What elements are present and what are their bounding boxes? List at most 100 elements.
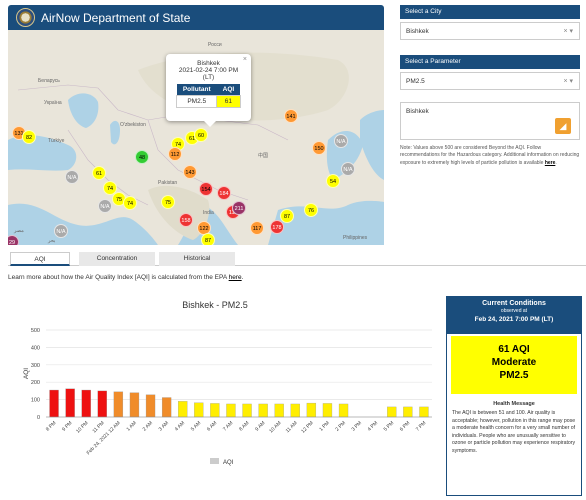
chart-bar bbox=[178, 401, 188, 418]
current-conditions-time: Feb 24, 2021 7:00 PM (LT) bbox=[474, 316, 554, 323]
y-tick-label: 200 bbox=[31, 380, 40, 386]
popup-col-aqi: AQI bbox=[216, 84, 241, 96]
x-tick-label: 12 PM bbox=[300, 420, 314, 434]
map-marker[interactable]: 74 bbox=[123, 196, 137, 210]
current-conditions-header: Current Conditions observed at Feb 24, 2… bbox=[447, 297, 581, 334]
map-marker[interactable]: 29 bbox=[8, 235, 19, 245]
chart-bar bbox=[210, 403, 220, 418]
popup-title-city: Bishkek bbox=[197, 60, 220, 67]
current-conditions-panel: Current Conditions observed at Feb 24, 2… bbox=[446, 296, 582, 496]
x-tick-label: 1 PM bbox=[318, 420, 330, 432]
map-marker[interactable]: 117 bbox=[250, 221, 264, 235]
x-tick-label: 3 AM bbox=[158, 420, 170, 432]
legend-swatch bbox=[210, 458, 219, 464]
map-marker[interactable]: 143 bbox=[183, 165, 197, 179]
map-marker[interactable]: 178 bbox=[270, 220, 284, 234]
map-marker[interactable]: 61 bbox=[92, 166, 106, 180]
map-label-pakistan: Pakistan bbox=[158, 180, 178, 186]
map-marker[interactable]: N/A bbox=[334, 134, 348, 148]
x-tick-label: 2 AM bbox=[142, 420, 154, 432]
x-tick-label: 7 PM bbox=[415, 420, 427, 432]
y-tick-label: 100 bbox=[31, 398, 40, 404]
rss-icon[interactable]: ◢ bbox=[555, 118, 571, 134]
map-marker[interactable]: 48 bbox=[135, 150, 149, 164]
map-marker[interactable]: N/A bbox=[54, 224, 68, 238]
x-tick-label: 4 AM bbox=[174, 420, 186, 432]
popup-pollutant: PM2.5 bbox=[176, 95, 218, 108]
map-marker[interactable]: 154 bbox=[199, 182, 213, 196]
chart-bar bbox=[290, 403, 300, 418]
learn-more-link[interactable]: here bbox=[228, 274, 242, 281]
chart-bar bbox=[242, 403, 252, 418]
map-marker[interactable]: 87 bbox=[201, 233, 215, 245]
city-select-controls-icon[interactable]: × ▾ bbox=[563, 28, 573, 35]
popup-aqi: 61 bbox=[216, 95, 241, 108]
aqi-note: Note: Values above 500 are considered Be… bbox=[400, 145, 582, 167]
chart-bar bbox=[129, 392, 140, 418]
x-tick-label: 2 PM bbox=[334, 420, 346, 432]
tab-concentration[interactable]: Concentration bbox=[79, 252, 155, 266]
map-marker[interactable]: N/A bbox=[98, 199, 112, 213]
city-select-label: Select a City bbox=[400, 5, 580, 19]
x-tick-label: 8 PM bbox=[45, 420, 57, 432]
popup-title-zone: (LT) bbox=[202, 74, 215, 81]
x-tick-label: 5 AM bbox=[190, 420, 202, 432]
map-label-china: 中国 bbox=[258, 153, 269, 159]
map-marker[interactable]: 82 bbox=[22, 130, 36, 144]
map-marker[interactable]: 184 bbox=[217, 186, 231, 200]
map-marker[interactable]: 87 bbox=[280, 209, 294, 223]
chart-bar bbox=[49, 389, 59, 418]
aqi-note-link[interactable]: here bbox=[544, 159, 556, 166]
x-tick-label: 9 AM bbox=[254, 420, 266, 432]
map-marker[interactable]: 158 bbox=[179, 213, 193, 227]
map-label-sea: بحر bbox=[48, 238, 56, 244]
y-tick-label: 500 bbox=[31, 328, 40, 334]
chart-bar bbox=[338, 403, 349, 418]
chart-bar bbox=[322, 403, 333, 418]
chart-bar bbox=[258, 403, 268, 418]
map-marker[interactable]: 141 bbox=[284, 109, 298, 123]
x-tick-label: 11 PM bbox=[91, 420, 105, 434]
state-department-seal-icon bbox=[16, 8, 35, 27]
current-aqi-pollutant: PM2.5 bbox=[499, 370, 529, 381]
map-marker[interactable]: N/A bbox=[65, 170, 79, 184]
x-tick-label: 7 AM bbox=[222, 420, 234, 432]
x-tick-label: 1 AM bbox=[126, 420, 138, 432]
chart-bar bbox=[65, 388, 75, 418]
x-tick-label: 9 PM bbox=[61, 420, 73, 432]
chart-bar bbox=[161, 397, 172, 418]
x-tick-label: 10 AM bbox=[268, 420, 282, 434]
map-marker[interactable]: 75 bbox=[161, 195, 175, 209]
city-select[interactable]: Bishkek × ▾ bbox=[400, 22, 580, 40]
map-marker[interactable]: N/A bbox=[341, 162, 355, 176]
tab-aqi[interactable]: AQI bbox=[10, 252, 70, 266]
current-conditions-title: Current Conditions bbox=[482, 300, 546, 307]
city-select-value: Bishkek bbox=[406, 28, 429, 35]
popup-close-icon[interactable]: × bbox=[242, 56, 247, 63]
chart-bar bbox=[306, 402, 317, 418]
x-tick-label: 6 PM bbox=[399, 420, 411, 432]
current-aqi-value: 61 AQI bbox=[498, 344, 530, 355]
parameter-select-controls-icon[interactable]: × ▾ bbox=[563, 78, 573, 85]
chart-bar bbox=[387, 406, 397, 418]
map-label-turkey: Türkiye bbox=[48, 138, 65, 144]
map-marker[interactable]: 74 bbox=[103, 181, 117, 195]
chart-title: Bishkek - PM2.5 bbox=[182, 300, 248, 310]
tab-historical[interactable]: Historical bbox=[159, 252, 235, 266]
map-marker[interactable]: 60 bbox=[194, 128, 208, 142]
map-marker[interactable]: 54 bbox=[326, 174, 340, 188]
x-tick-label: 11 AM bbox=[285, 420, 299, 434]
map-marker[interactable]: 76 bbox=[304, 203, 318, 217]
app-title: AirNow Department of State bbox=[41, 11, 191, 25]
map-marker[interactable]: 150 bbox=[312, 141, 326, 155]
chart-bar bbox=[403, 406, 413, 418]
parameter-select-label: Select a Parameter bbox=[400, 55, 580, 69]
parameter-select[interactable]: PM2.5 × ▾ bbox=[400, 72, 580, 90]
x-tick-label: 4 PM bbox=[367, 420, 379, 432]
map[interactable]: Беларусь Україна Türkiye O'zbekiston 中国 … bbox=[8, 30, 384, 245]
current-conditions-observed: observed at bbox=[500, 308, 528, 314]
map-marker[interactable]: 112 bbox=[168, 147, 182, 161]
map-marker[interactable]: 211 bbox=[232, 201, 246, 215]
health-message-title: Health Message bbox=[493, 401, 535, 407]
